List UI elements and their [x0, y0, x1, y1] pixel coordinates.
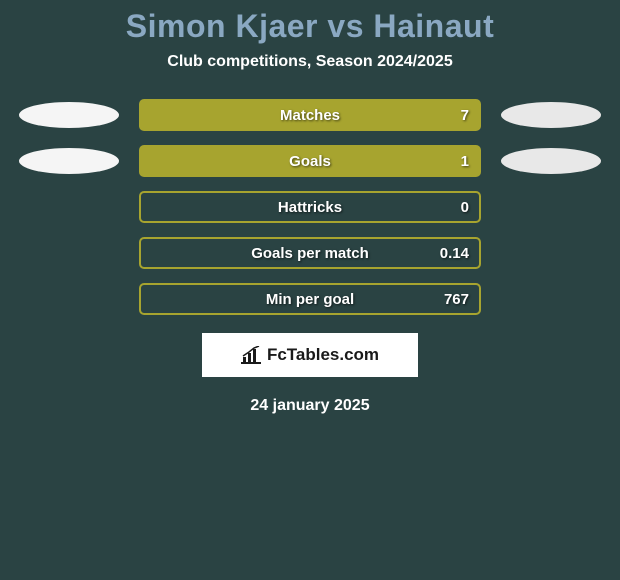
- stat-label: Matches: [280, 107, 340, 124]
- stat-value: 1: [461, 153, 469, 170]
- stat-value: 0.14: [440, 245, 469, 262]
- brand-text: FcTables.com: [267, 345, 379, 365]
- stat-label: Goals: [289, 153, 331, 170]
- stat-label: Min per goal: [266, 291, 354, 308]
- page-title: Simon Kjaer vs Hainaut: [0, 8, 620, 45]
- stat-value: 0: [461, 199, 469, 216]
- stat-value: 767: [444, 291, 469, 308]
- chart-icon: [241, 346, 261, 364]
- subtitle: Club competitions, Season 2024/2025: [0, 53, 620, 71]
- stat-row: Min per goal 767: [0, 283, 620, 315]
- right-ellipse: [501, 148, 601, 174]
- left-ellipse: [19, 102, 119, 128]
- right-ellipse: [501, 102, 601, 128]
- stat-label: Goals per match: [251, 245, 369, 262]
- stat-bar: Goals 1: [139, 145, 481, 177]
- stat-label: Hattricks: [278, 199, 342, 216]
- stat-bar: Min per goal 767: [139, 283, 481, 315]
- stat-bar: Hattricks 0: [139, 191, 481, 223]
- left-ellipse: [19, 148, 119, 174]
- stat-row: Goals per match 0.14: [0, 237, 620, 269]
- stat-row: Goals 1: [0, 145, 620, 177]
- stat-row: Matches 7: [0, 99, 620, 131]
- stats-list: Matches 7 Goals 1 Hattricks 0 Goals per match 0…: [0, 99, 620, 315]
- stat-row: Hattricks 0: [0, 191, 620, 223]
- date-text: 24 january 2025: [0, 397, 620, 415]
- stat-bar: Matches 7: [139, 99, 481, 131]
- brand-box: FcTables.com: [202, 333, 418, 377]
- stat-bar: Goals per match 0.14: [139, 237, 481, 269]
- stat-value: 7: [461, 107, 469, 124]
- comparison-infographic: Simon Kjaer vs Hainaut Club competitions…: [0, 0, 620, 415]
